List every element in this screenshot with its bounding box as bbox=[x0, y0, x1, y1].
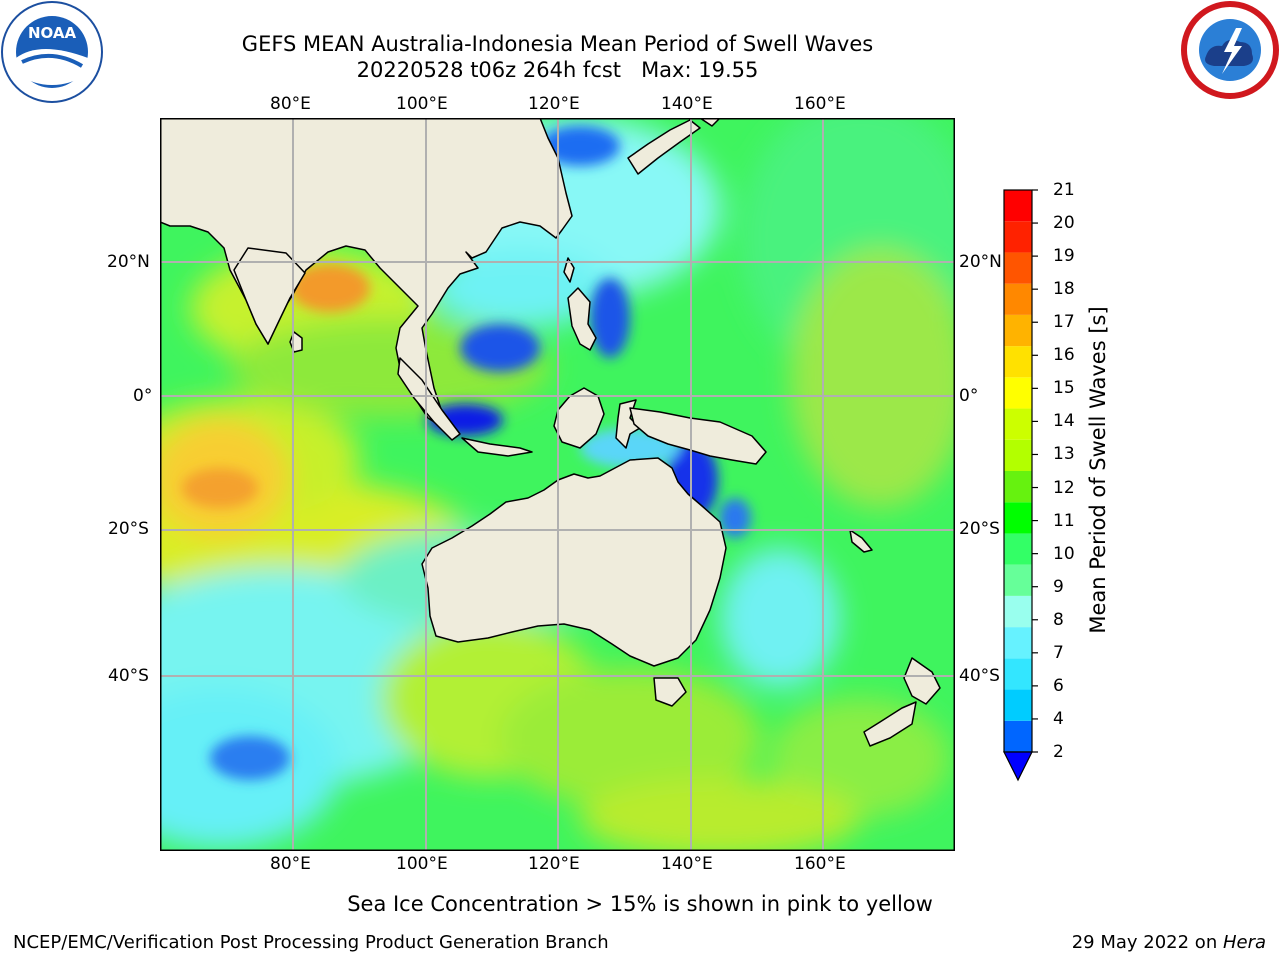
land-masses bbox=[160, 118, 941, 747]
australia-landmass bbox=[421, 457, 727, 667]
sulawesi-island bbox=[615, 399, 641, 449]
colorbar-segment bbox=[1004, 720, 1032, 752]
swell-period-map bbox=[160, 118, 955, 851]
noaa-logo: NOAA bbox=[0, 0, 104, 104]
colorbar-segment bbox=[1004, 314, 1032, 347]
colorbar-segment bbox=[1004, 283, 1032, 315]
footer-credit: NCEP/EMC/Verification Post Processing Pr… bbox=[13, 932, 609, 953]
new-guinea-island bbox=[629, 407, 767, 465]
map-frame bbox=[160, 118, 955, 851]
lon-label-top: 160°E bbox=[794, 94, 846, 114]
colorbar-segment bbox=[1004, 564, 1032, 596]
colorbar-segment bbox=[1004, 689, 1032, 721]
colorbar-segment bbox=[1004, 346, 1032, 378]
colorbar-tick-label: 16 bbox=[1053, 345, 1075, 366]
sumatra-island bbox=[397, 357, 461, 441]
java-island bbox=[461, 437, 533, 457]
lat-label-right: 20°S bbox=[959, 519, 1000, 539]
colorbar-segment bbox=[1004, 408, 1032, 440]
colorbar-segment bbox=[1004, 627, 1032, 659]
colorbar-tick-label: 21 bbox=[1053, 180, 1075, 200]
lat-label-left: 0° bbox=[133, 386, 153, 406]
colorbar-segment bbox=[1004, 471, 1032, 503]
lat-label-left: 20°N bbox=[107, 252, 150, 272]
japan-islands bbox=[627, 119, 701, 175]
colorbar-segment bbox=[1004, 658, 1032, 690]
colorbar-segment bbox=[1004, 221, 1032, 253]
lon-label-bottom: 120°E bbox=[528, 854, 580, 874]
philippines-islands bbox=[567, 287, 597, 351]
colorbar-tick-label: 19 bbox=[1053, 246, 1075, 267]
colorbar-segment bbox=[1004, 502, 1032, 534]
lat-label-left: 20°S bbox=[108, 519, 149, 539]
colorbar-tick-label: 11 bbox=[1053, 510, 1075, 531]
lat-label-right: 20°N bbox=[959, 252, 1002, 272]
footer-host: Hera bbox=[1222, 932, 1266, 953]
footer-date-text: 29 May 2022 on bbox=[1071, 932, 1223, 953]
colorbar-tick-label: 18 bbox=[1053, 279, 1075, 300]
colorbar-tick-label: 20 bbox=[1053, 213, 1075, 234]
colorbar-tick-label: 4 bbox=[1053, 708, 1064, 729]
colorbar-segment bbox=[1004, 439, 1032, 471]
colorbar-tick-label: 12 bbox=[1053, 477, 1075, 498]
sea-ice-note: Sea Ice Concentration > 15% is shown in … bbox=[347, 892, 933, 916]
lon-label-bottom: 160°E bbox=[794, 854, 846, 874]
lon-label-bottom: 80°E bbox=[270, 854, 311, 874]
chart-subtitle: 20220528 t06z 264h fcst Max: 19.55 bbox=[356, 58, 759, 82]
sea-of-okhotsk-coast bbox=[699, 118, 721, 127]
lon-label-top: 140°E bbox=[661, 94, 713, 114]
chart-title: GEFS MEAN Australia-Indonesia Mean Perio… bbox=[241, 32, 874, 56]
lon-label-top: 120°E bbox=[528, 94, 580, 114]
new-caledonia-island bbox=[849, 529, 873, 553]
colorbar-tick-label: 10 bbox=[1053, 543, 1075, 564]
footer-date: 29 May 2022 on Hera bbox=[1072, 932, 1266, 954]
lon-label-bottom: 140°E bbox=[661, 854, 713, 874]
colorbar-tick-label: 9 bbox=[1053, 576, 1064, 597]
tasmania-island bbox=[653, 677, 687, 707]
lon-label-top: 100°E bbox=[396, 94, 448, 114]
colorbar bbox=[1003, 189, 1038, 782]
lon-label-top: 80°E bbox=[270, 94, 311, 114]
gridlines bbox=[160, 118, 955, 851]
colorbar-tick-label: 14 bbox=[1053, 411, 1075, 432]
colorbar-segment bbox=[1004, 377, 1032, 409]
colorbar-tick-label: 6 bbox=[1053, 675, 1064, 696]
colorbar-tick-label: 15 bbox=[1053, 378, 1075, 399]
nws-logo bbox=[1180, 0, 1280, 100]
colorbar-tick-label: 17 bbox=[1053, 312, 1075, 333]
colorbar-extend-arrow bbox=[1003, 751, 1033, 782]
colorbar-label: Mean Period of Swell Waves [s] bbox=[1086, 306, 1110, 634]
lat-label-right: 0° bbox=[959, 386, 979, 406]
colorbar-tick-label: 13 bbox=[1053, 444, 1075, 465]
colorbar-segment bbox=[1004, 533, 1032, 565]
lon-label-bottom: 100°E bbox=[396, 854, 448, 874]
new-zealand-north-island bbox=[903, 657, 941, 705]
lat-label-right: 40°S bbox=[959, 666, 1000, 686]
colorbar-tick-label: 8 bbox=[1053, 609, 1064, 630]
colorbar-tick-label: 2 bbox=[1053, 742, 1064, 762]
new-zealand-south-island bbox=[863, 701, 917, 747]
colorbar-tick-label: 7 bbox=[1053, 642, 1064, 663]
colorbar-segment bbox=[1004, 190, 1032, 222]
colorbar-segment bbox=[1004, 595, 1032, 628]
noaa-logo-text: NOAA bbox=[28, 24, 77, 42]
colorbar-segment bbox=[1004, 252, 1032, 284]
lat-label-left: 40°S bbox=[108, 666, 149, 686]
taiwan-island bbox=[563, 257, 575, 283]
